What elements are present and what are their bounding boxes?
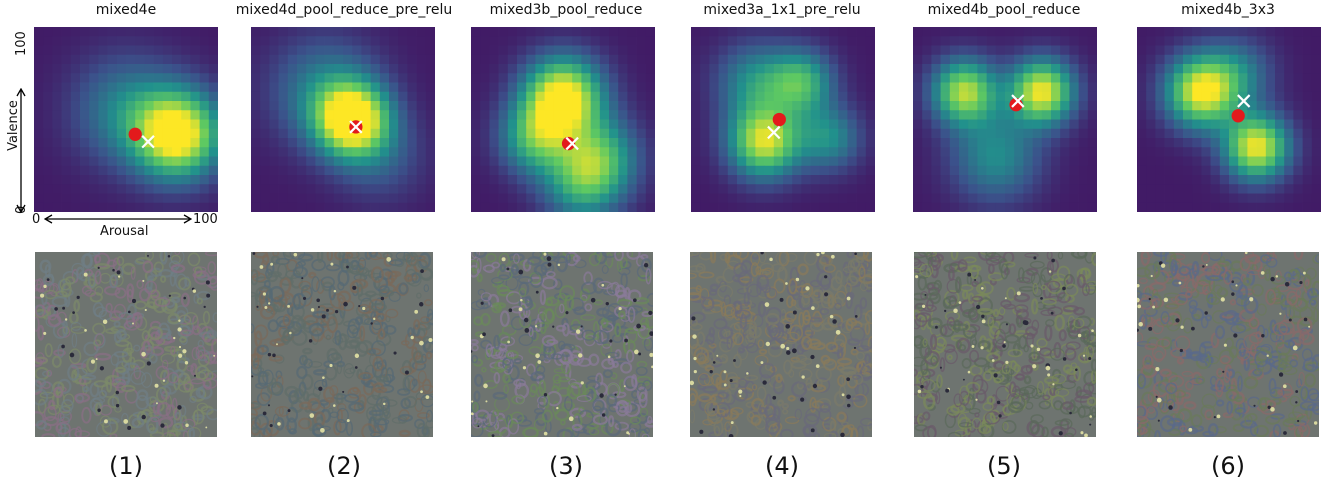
- ground-truth-cross: [349, 120, 363, 134]
- panel-label-2: (2): [327, 452, 361, 480]
- heatmap-5: [913, 27, 1097, 212]
- panel-label-6: (6): [1211, 452, 1245, 480]
- heatmap-1: [34, 27, 218, 212]
- heatmap-6: [1137, 27, 1321, 212]
- heatmap-2: [251, 27, 435, 212]
- ground-truth-cross: [565, 136, 579, 151]
- x-axis-label: Arousal: [100, 224, 149, 239]
- ground-truth-cross: [1237, 94, 1251, 108]
- y-axis-arrow: [16, 88, 26, 213]
- feature-visualization-1: [35, 252, 217, 437]
- panel-title-2: mixed4d_pool_reduce_pre_relu: [235, 2, 453, 18]
- panel-title-4: mixed3a_1x1_pre_relu: [703, 2, 861, 18]
- x-tick-100: 100: [193, 212, 218, 227]
- feature-visualization-3: [471, 252, 653, 437]
- prediction-dot: [1231, 109, 1245, 123]
- panel-title-6: mixed4b_3x3: [1181, 2, 1275, 18]
- feature-visualization-6: [1137, 252, 1319, 437]
- ground-truth-cross: [1011, 94, 1025, 108]
- panel-title-1: mixed4e: [95, 2, 157, 18]
- ground-truth-cross: [767, 125, 781, 140]
- prediction-dot: [128, 127, 142, 141]
- heatmap-4: [691, 27, 875, 212]
- panel-label-4: (4): [765, 452, 799, 480]
- prediction-dot: [561, 136, 576, 151]
- x-tick-0: 0: [32, 212, 41, 227]
- panel-label-1: (1): [109, 452, 143, 480]
- feature-visualization-2: [251, 252, 433, 437]
- x-axis-arrow: [44, 214, 192, 224]
- heatmap-3: [471, 27, 655, 212]
- prediction-dot: [772, 112, 786, 127]
- panel-label-5: (5): [987, 452, 1021, 480]
- feature-visualization-5: [914, 252, 1096, 437]
- panel-title-5: mixed4b_pool_reduce: [927, 2, 1081, 18]
- y-tick-100: 100: [14, 31, 29, 56]
- ground-truth-cross: [141, 134, 155, 149]
- panel-label-3: (3): [549, 452, 583, 480]
- feature-visualization-4: [690, 252, 872, 437]
- panel-title-3: mixed3b_pool_reduce: [489, 2, 643, 18]
